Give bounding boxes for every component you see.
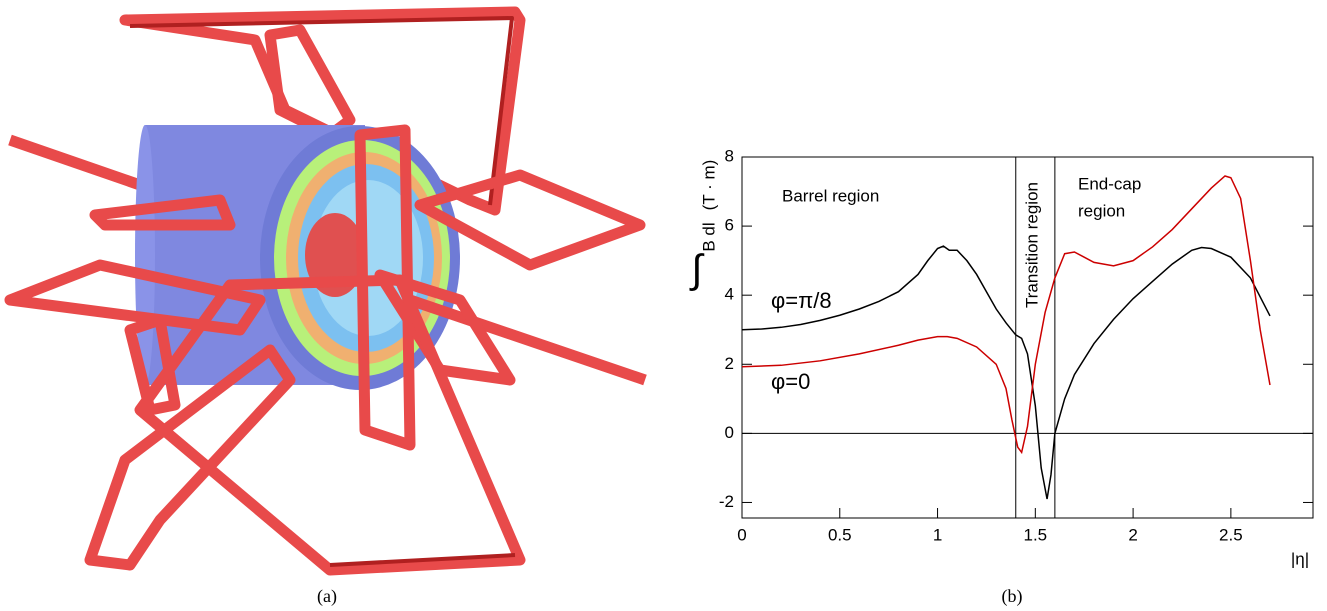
magnet-illustration	[4, 6, 647, 576]
coil	[124, 314, 181, 416]
x-tick-label: 1.5	[1024, 525, 1048, 544]
caption: (b)	[1002, 586, 1023, 607]
coil	[89, 194, 236, 231]
coil	[354, 124, 416, 451]
y-axis-label: B dl	[699, 222, 718, 251]
y-tick-label: 4	[725, 285, 734, 304]
data-line	[741, 175, 1271, 455]
x-tick-label: 2.5	[1219, 525, 1243, 544]
y-tick-label: 6	[725, 216, 734, 235]
coil	[134, 274, 526, 576]
x-tick-label: 0	[737, 525, 746, 544]
x-tick-label: 2	[1128, 525, 1137, 544]
region-label: Transition region	[1022, 182, 1041, 308]
region-label: region	[1078, 201, 1125, 220]
y-tick-label: 8	[725, 146, 734, 165]
series-label: φ=π/8	[771, 288, 832, 313]
coil-edge	[129, 16, 514, 206]
plot-frame	[741, 156, 1314, 519]
region-label: End-cap	[1078, 174, 1141, 193]
y-tick-label: -2	[719, 492, 734, 511]
y-tick-label: 2	[725, 354, 734, 373]
x-tick-label: 1	[933, 525, 942, 544]
coil	[84, 344, 296, 571]
coil	[408, 294, 647, 386]
coil	[264, 24, 356, 141]
caption: (a)	[317, 586, 337, 607]
x-tick-label: 0.5	[828, 525, 852, 544]
y-tick-label: 0	[725, 423, 734, 442]
coil	[119, 6, 526, 216]
series-label: φ=0	[771, 369, 810, 394]
x-axis-label: |η|	[1291, 549, 1309, 568]
y-axis-unit: (T · m)	[699, 160, 718, 211]
coil	[414, 169, 646, 271]
y-axis-symbol: ∫	[690, 248, 706, 292]
data-line	[741, 245, 1271, 500]
coil-edge	[329, 553, 516, 567]
region-label: Barrel region	[782, 186, 879, 205]
